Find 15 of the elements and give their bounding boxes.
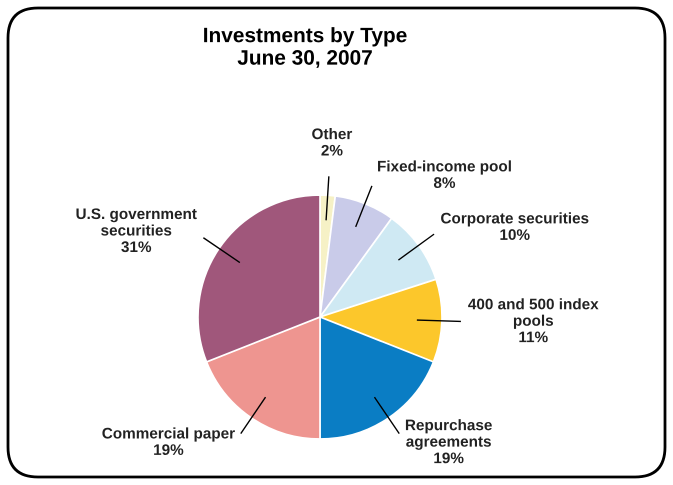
slice-label: Commercial paper (102, 427, 235, 442)
slice-label: U.S. government securities (76, 208, 197, 236)
data-label: 19% (154, 444, 184, 456)
data-label: 11% (519, 332, 548, 342)
data-label: 10% (500, 229, 530, 240)
slice-label: Other (312, 128, 352, 140)
slice-label: Corporate securities (441, 212, 588, 227)
data-label: 31% (121, 241, 152, 252)
slice-label: Repurchase agreements (406, 419, 492, 450)
data-label: 8% (434, 177, 456, 188)
data-label: 2% (321, 144, 343, 156)
chart-title: Investments by Type June 30, 2007 (204, 27, 407, 68)
data-label: 19% (434, 452, 464, 464)
slice-label: Fixed-income pool (378, 160, 511, 175)
slice-label: 400 and 500 index pools (468, 298, 599, 329)
